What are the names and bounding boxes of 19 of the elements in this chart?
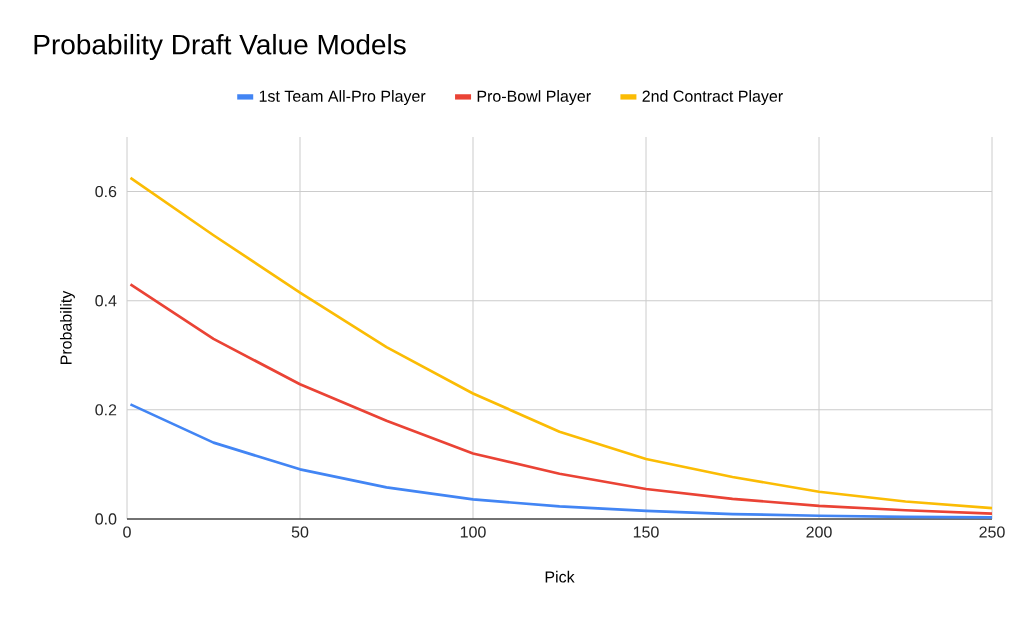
line-series	[129, 283, 994, 515]
y-tick-label: 0.6	[95, 185, 117, 198]
x-axis-title: Pick	[545, 570, 575, 583]
x-tick-label: 50	[291, 526, 309, 538]
x-tick-label: 200	[806, 526, 832, 538]
y-axis-title: Probability	[59, 290, 75, 365]
line-series	[129, 176, 994, 510]
legend-label: 2nd Contract Player	[642, 90, 783, 106]
line-series	[129, 403, 994, 519]
x-tick-label: 0	[123, 526, 131, 538]
chart-title: Probability Draft Value Models	[34, 33, 406, 61]
legend-label: Pro-Bowl Player	[477, 90, 591, 106]
y-tick-label: 0.0	[95, 513, 117, 525]
y-tick-label: 0.2	[95, 404, 117, 416]
legend-label: 1st Team All-Pro Player	[259, 90, 426, 106]
y-tick-label: 0.4	[95, 295, 117, 307]
x-tick-label: 100	[460, 526, 486, 538]
x-tick-label: 250	[979, 526, 1005, 538]
x-tick-label: 150	[633, 526, 659, 538]
